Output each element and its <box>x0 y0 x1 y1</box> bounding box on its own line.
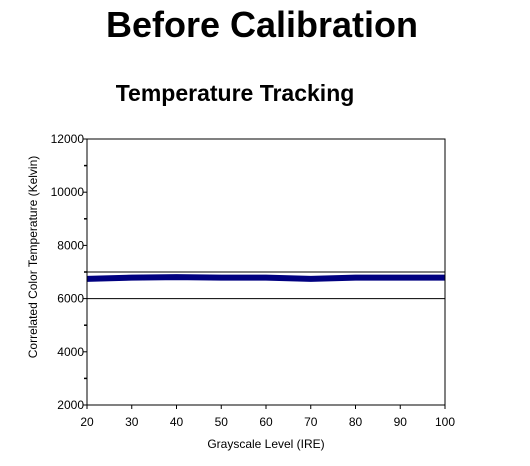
x-tick-label: 80 <box>349 415 363 429</box>
y-tick-label: 6000 <box>57 292 84 306</box>
x-tick-label: 20 <box>80 415 94 429</box>
x-tick-label: 90 <box>394 415 408 429</box>
x-axis-label: Grayscale Level (IRE) <box>207 437 324 451</box>
x-tick-label: 40 <box>170 415 184 429</box>
x-tick-label: 70 <box>304 415 318 429</box>
x-axis: 20 30 40 50 60 70 80 90 100 <box>80 405 455 429</box>
series-layer <box>86 274 445 282</box>
series-line <box>86 274 445 282</box>
y-tick-label: 12000 <box>51 132 85 146</box>
page-title: Before Calibration <box>105 4 419 45</box>
y-axis-label: Correlated Color Temperature (Kelvin) <box>26 156 40 359</box>
reference-lines <box>87 271 445 300</box>
y-tick-label: 10000 <box>51 185 85 199</box>
x-tick-label: 60 <box>259 415 273 429</box>
y-tick-label: 8000 <box>57 238 84 252</box>
y-tick-label: 4000 <box>57 345 84 359</box>
x-tick-label: 100 <box>435 415 455 429</box>
x-tick-label: 50 <box>215 415 229 429</box>
x-tick-label: 30 <box>125 415 139 429</box>
chart-title: Temperature Tracking <box>115 80 355 106</box>
y-tick-label: 2000 <box>57 398 84 412</box>
y-axis: 2000 4000 6000 8000 10000 12000 <box>51 132 87 412</box>
